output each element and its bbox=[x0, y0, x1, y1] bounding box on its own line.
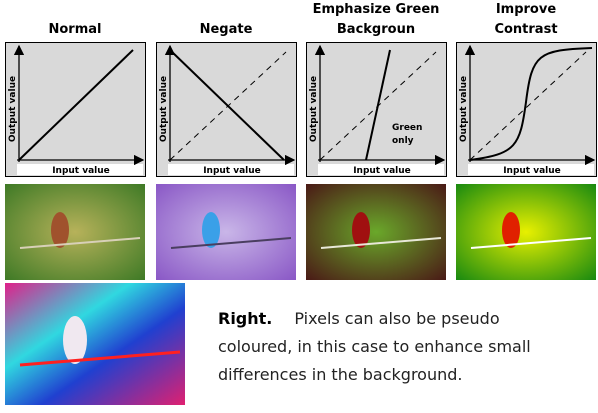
plot-box bbox=[6, 43, 146, 177]
image-pseudo bbox=[5, 283, 185, 405]
panel-title: Contrast bbox=[494, 22, 557, 37]
panel-title: Negate bbox=[200, 22, 253, 37]
figure: Input value Output value Input value Output… bbox=[0, 0, 598, 409]
panel-title: Emphasize Green bbox=[313, 2, 440, 17]
panel-title: Improve bbox=[496, 2, 557, 17]
plot-panel: Input value Output value Green only bbox=[307, 43, 447, 177]
caption-text: Pixels can also be pseudo bbox=[294, 309, 499, 328]
x-axis-label: Input value bbox=[503, 166, 561, 176]
annotation: only bbox=[392, 136, 414, 146]
plot-panel: Input value Output value bbox=[157, 43, 297, 177]
image-contrast bbox=[456, 184, 596, 280]
y-axis-label: Output value bbox=[8, 76, 18, 142]
panels: Input value Output value Input value Output… bbox=[6, 43, 597, 177]
caption-line: Right. Pixels can also be pseudo bbox=[218, 309, 500, 328]
caption-lead: Right. bbox=[218, 309, 272, 328]
y-axis-label: Output value bbox=[159, 76, 169, 142]
panel-title: Normal bbox=[49, 22, 102, 37]
x-axis-label: Input value bbox=[203, 166, 261, 176]
bird bbox=[51, 212, 69, 248]
image-green bbox=[306, 184, 446, 280]
annotation: Green bbox=[392, 123, 422, 133]
panel-title: Backgroun bbox=[337, 22, 415, 37]
bird bbox=[202, 212, 220, 248]
y-axis-label: Output value bbox=[459, 76, 469, 142]
y-axis-label: Output value bbox=[309, 76, 319, 142]
image-negate bbox=[156, 184, 296, 280]
bird bbox=[502, 212, 520, 248]
x-axis-label: Input value bbox=[52, 166, 110, 176]
image-normal bbox=[5, 184, 145, 280]
page: Input value Output value Input value Output… bbox=[0, 0, 598, 409]
plot-box bbox=[157, 43, 297, 177]
plot-panel: Input value Output value bbox=[457, 43, 597, 177]
bird bbox=[352, 212, 370, 248]
plot-box bbox=[457, 43, 597, 177]
plot-panel: Input value Output value bbox=[6, 43, 146, 177]
caption-line: coloured, in this case to enhance small bbox=[218, 337, 531, 356]
caption-line: differences in the background. bbox=[218, 365, 462, 384]
x-axis-label: Input value bbox=[353, 166, 411, 176]
bird bbox=[63, 316, 87, 364]
